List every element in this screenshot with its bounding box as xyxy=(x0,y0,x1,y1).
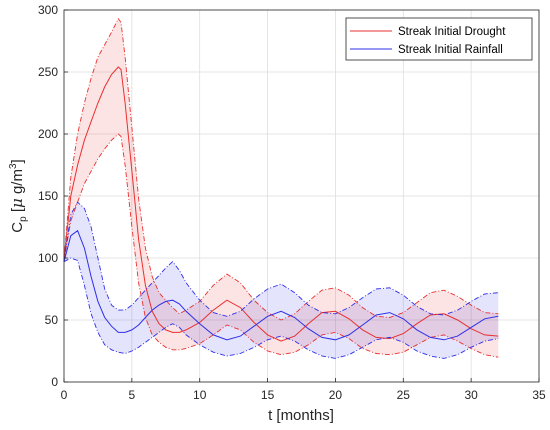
x-axis-label: t [months] xyxy=(268,407,334,424)
legend-box xyxy=(345,17,533,61)
mean-line-rainfall xyxy=(63,229,499,341)
y-label-mu: μ xyxy=(8,198,26,208)
y-label-symbol: C xyxy=(9,222,26,233)
y-label-superscript: 3 xyxy=(8,163,19,169)
upper-bound-rainfall xyxy=(63,201,499,317)
x-tick-label: 15 xyxy=(261,388,275,402)
legend-label-rainfall: Streak Initial Rainfall xyxy=(398,44,503,56)
x-tick-label: 35 xyxy=(532,388,546,402)
y-tick-label: 250 xyxy=(38,65,58,79)
y-label-unit: g/m xyxy=(9,169,26,198)
confidence-bands xyxy=(64,18,499,359)
y-tick-label: 150 xyxy=(38,189,58,203)
y-tick-label: 0 xyxy=(51,375,58,389)
x-tick-label: 5 xyxy=(129,388,136,402)
series-lines xyxy=(63,17,499,359)
x-tick-label: 0 xyxy=(61,388,68,402)
lower-bound-rainfall xyxy=(63,257,499,359)
legend: Streak Initial Drought Streak Initial Ra… xyxy=(345,17,533,61)
mean-line-drought xyxy=(63,66,499,342)
y-tick-label: 100 xyxy=(38,251,58,265)
x-tick-label: 10 xyxy=(193,388,207,402)
y-tick-label: 300 xyxy=(38,3,58,17)
x-tick-label: 25 xyxy=(397,388,411,402)
y-label-subscript: p xyxy=(18,216,29,222)
band-rainfall xyxy=(64,202,499,359)
x-tick-label: 30 xyxy=(464,388,478,402)
y-label-close: ] xyxy=(9,159,26,163)
x-axis: 0 5 10 15 20 25 30 35 xyxy=(61,378,546,402)
y-label-open: [ xyxy=(9,207,26,216)
y-tick-label: 50 xyxy=(45,313,59,327)
upper-bound-drought xyxy=(63,17,499,321)
y-axis: 0 50 100 150 200 250 300 xyxy=(38,3,68,389)
lower-bound-drought xyxy=(63,133,499,358)
y-tick-label: 200 xyxy=(38,127,58,141)
band-drought xyxy=(64,18,499,358)
x-tick-label: 20 xyxy=(329,388,343,402)
y-axis-label: Cp [μ g/m3] xyxy=(8,159,29,232)
legend-label-drought: Streak Initial Drought xyxy=(398,26,506,38)
